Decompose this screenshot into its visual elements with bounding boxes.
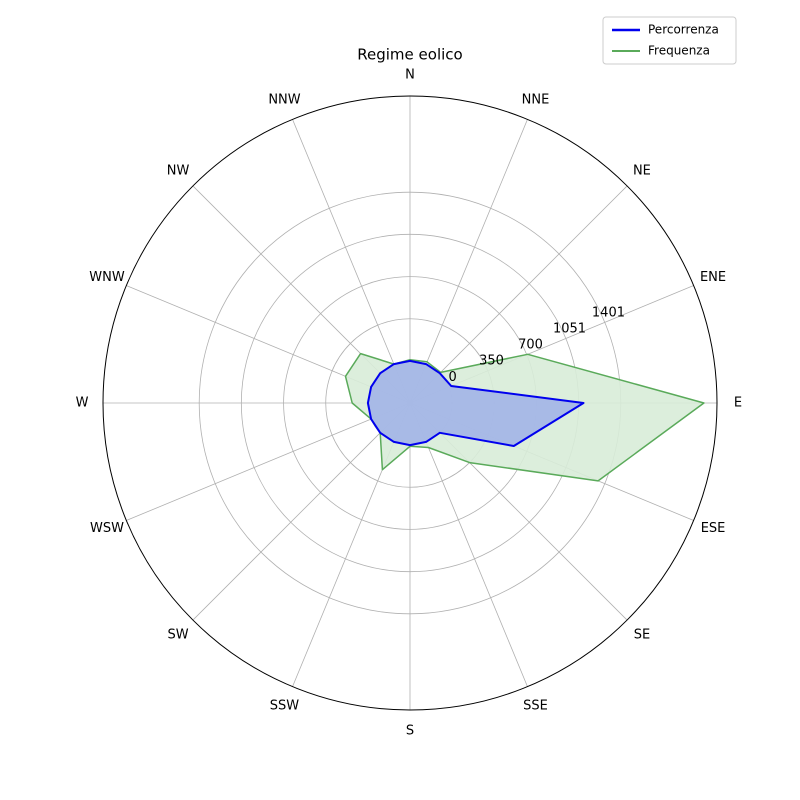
direction-label: SSW	[270, 699, 300, 714]
r-tick-label: 1401	[592, 305, 625, 320]
direction-label: NW	[167, 164, 190, 179]
direction-label: NNE	[522, 92, 550, 107]
direction-label: WSW	[90, 521, 124, 536]
direction-label: NNW	[268, 92, 300, 107]
r-tick-label: 350	[479, 354, 504, 369]
direction-label: N	[405, 68, 415, 83]
legend-label: Frequenza	[648, 44, 710, 58]
spoke	[409, 119, 528, 404]
chart-title: Regime eolico	[357, 46, 462, 64]
direction-label: W	[76, 396, 89, 411]
spoke	[126, 402, 411, 521]
legend-label: Percorrenza	[648, 23, 719, 37]
r-tick-label: 1051	[553, 321, 586, 336]
direction-label: S	[406, 724, 414, 739]
r-tick-label: 700	[518, 338, 543, 353]
spoke	[292, 119, 411, 404]
direction-label: SW	[168, 627, 189, 642]
direction-label: SE	[634, 627, 650, 642]
legend: Percorrenza Frequenza	[602, 16, 737, 65]
direction-label: NE	[633, 164, 651, 179]
direction-label: ENE	[700, 270, 726, 285]
labels: N NNE NE ENE E ESE SE SSE S SSW SW WSW W WNW NW NNW 0 350…	[76, 68, 743, 739]
spoke	[409, 185, 628, 404]
spoke	[409, 402, 528, 687]
r-tick-label: 0	[448, 370, 456, 385]
direction-label: SSE	[523, 699, 548, 714]
direction-label: ESE	[701, 521, 726, 536]
series-area	[366, 359, 585, 447]
plot-area	[344, 352, 705, 482]
direction-label: E	[734, 396, 742, 411]
polar-frame	[102, 95, 718, 711]
spoke	[192, 402, 411, 621]
direction-label: WNW	[89, 270, 125, 285]
